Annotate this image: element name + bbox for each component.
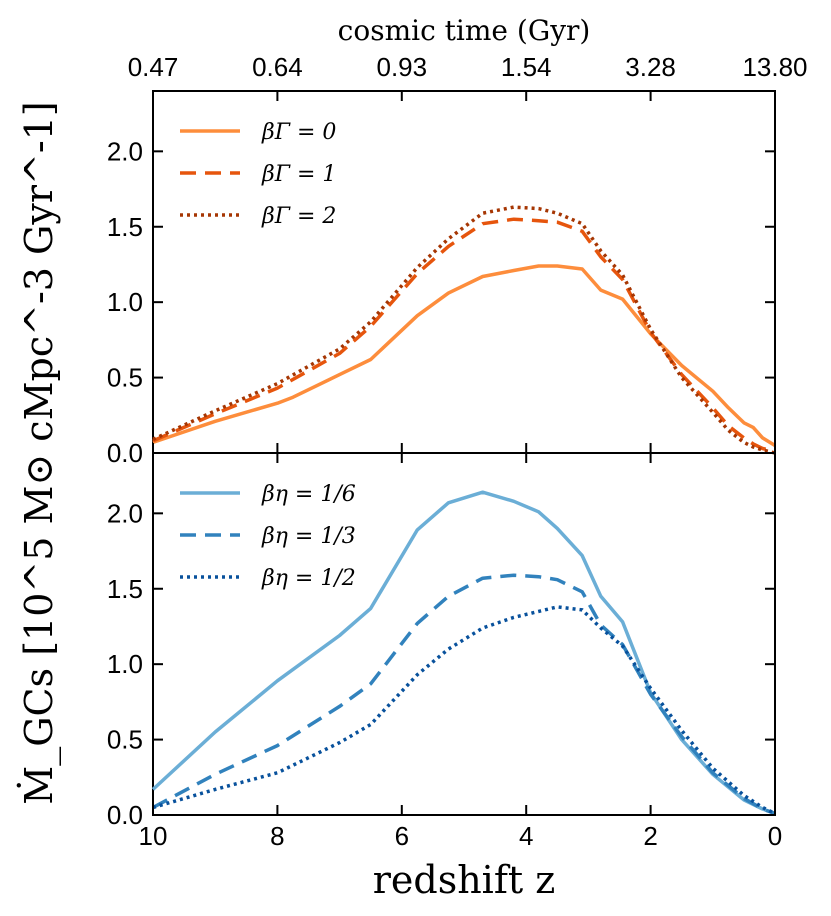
x-tick-label: 10 <box>139 821 168 851</box>
bottom-series-line-1 <box>151 490 776 816</box>
y-tick-label: 0.0 <box>107 438 143 468</box>
series-layer <box>151 205 776 816</box>
y-tick-label: 1.0 <box>107 287 143 317</box>
top-tick-label: 0.64 <box>252 52 303 82</box>
bottom-series-line-3 <box>152 605 776 816</box>
x-tick-label: 8 <box>270 821 284 851</box>
x-tick-label: 6 <box>395 821 409 851</box>
legend-layer: βΓ = 0 βΓ = 1 βΓ = 2 βη = 1/6 βη = 1/3 βη = 1… <box>180 120 356 591</box>
y-tick-label: 1.5 <box>107 212 143 242</box>
top-tick-label: 1.54 <box>501 52 552 82</box>
x-tick-label: 0 <box>768 821 782 851</box>
x-tick-label: 2 <box>643 821 657 851</box>
y-tick-label: 2.0 <box>107 498 143 528</box>
top-legend-label-3: βΓ = 2 <box>261 204 336 229</box>
bottom-panel-frame <box>152 452 776 816</box>
bottom-legend-label-2: βη = 1/3 <box>261 524 356 549</box>
y-tick-label: 1.0 <box>107 649 143 679</box>
y-tick-label: 0.0 <box>107 800 143 830</box>
top-tick-label: 3.28 <box>625 52 676 82</box>
x-axis-title: redshift z <box>373 858 556 902</box>
top-tick-label: 0.47 <box>128 52 179 82</box>
bottom-legend-label-3: βη = 1/2 <box>261 566 356 591</box>
top-tick-label: 0.93 <box>376 52 427 82</box>
bottom-legend-label-1: βη = 1/6 <box>261 482 356 507</box>
top-tick-label: 13.80 <box>742 52 807 82</box>
top-series-line-3 <box>152 205 776 455</box>
bottom-series-line-2 <box>152 573 776 816</box>
top-panel-frame <box>152 90 776 454</box>
y-tick-label: 0.5 <box>107 725 143 755</box>
y-tick-label: 1.5 <box>107 574 143 604</box>
ticks-layer: 0.0 0.0 0.5 0.5 1.0 1.0 1.5 1.5 2.0 2.0 10 8 6 4 2 0 0.4… <box>107 52 808 851</box>
top-legend-label-2: βΓ = 1 <box>261 162 336 187</box>
y-axis-title: Ṁ_GCs [10^5 M⊙ cMpc^-3 Gyr^-1] <box>17 101 62 804</box>
y-tick-label: 2.0 <box>107 136 143 166</box>
y-tick-label: 0.5 <box>107 363 143 393</box>
top-series-line-1 <box>152 264 776 447</box>
top-axis-title: cosmic time (Gyr) <box>338 14 591 47</box>
x-tick-label: 4 <box>519 821 533 851</box>
top-legend-label-1: βΓ = 0 <box>261 120 336 145</box>
top-series-line-2 <box>152 217 776 454</box>
